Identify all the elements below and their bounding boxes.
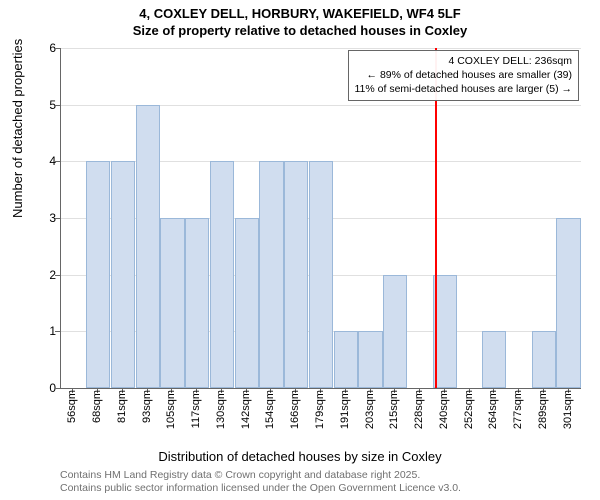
chart-title-line2: Size of property relative to detached ho… — [0, 23, 600, 38]
histogram-bar — [235, 218, 259, 388]
histogram-bar — [532, 331, 556, 388]
histogram-bar — [86, 161, 110, 388]
histogram-bar — [210, 161, 234, 388]
x-tick-label: 166sqm — [289, 390, 301, 429]
x-tick-label: 105sqm — [165, 390, 177, 429]
chart-title-line1: 4, COXLEY DELL, HORBURY, WAKEFIELD, WF4 … — [0, 0, 600, 23]
x-tick-label: 277sqm — [512, 390, 524, 429]
histogram-bar — [334, 331, 358, 388]
histogram-bar — [482, 331, 506, 388]
x-ticks: 56sqm 68sqm 81sqm 93sqm 105sqm 117sqm 130sqm 14… — [60, 388, 580, 448]
x-axis-label: Distribution of detached houses by size … — [0, 449, 600, 464]
y-tick-mark — [55, 105, 60, 106]
y-tick-mark — [55, 388, 60, 389]
x-tick-label: 93sqm — [141, 390, 153, 423]
grid-line — [61, 48, 581, 49]
x-tick-label: 203sqm — [364, 390, 376, 429]
x-tick-label: 142sqm — [240, 390, 252, 429]
x-tick-label: 179sqm — [314, 390, 326, 429]
x-tick-label: 289sqm — [537, 390, 549, 429]
x-tick-label: 252sqm — [463, 390, 475, 429]
histogram-bar — [111, 161, 135, 388]
x-tick-label: 228sqm — [413, 390, 425, 429]
x-tick-label: 68sqm — [91, 390, 103, 423]
footer-line1: Contains HM Land Registry data © Crown c… — [60, 469, 461, 483]
y-tick-mark — [55, 275, 60, 276]
footer-line2: Contains public sector information licen… — [60, 482, 461, 496]
info-line2: ← 89% of detached houses are smaller (39… — [355, 68, 573, 82]
info-line3: 11% of semi-detached houses are larger (… — [355, 82, 573, 96]
histogram-bar — [185, 218, 209, 388]
info-line1: 4 COXLEY DELL: 236sqm — [355, 54, 573, 68]
histogram-bar — [259, 161, 283, 388]
x-tick-label: 191sqm — [339, 390, 351, 429]
x-tick-label: 301sqm — [562, 390, 574, 429]
histogram-bar — [136, 105, 160, 388]
y-tick-mark — [55, 48, 60, 49]
y-tick-mark — [55, 161, 60, 162]
histogram-bar — [556, 218, 580, 388]
histogram-bar — [358, 331, 382, 388]
x-tick-label: 81sqm — [116, 390, 128, 423]
x-tick-label: 215sqm — [388, 390, 400, 429]
y-tick-mark — [55, 218, 60, 219]
x-tick-label: 154sqm — [264, 390, 276, 429]
x-tick-label: 264sqm — [487, 390, 499, 429]
x-tick-label: 130sqm — [215, 390, 227, 429]
footer-text: Contains HM Land Registry data © Crown c… — [60, 469, 461, 496]
histogram-bar — [160, 218, 184, 388]
y-ticks: 0123456 — [0, 48, 60, 388]
histogram-bar — [284, 161, 308, 388]
info-box: 4 COXLEY DELL: 236sqm ← 89% of detached … — [348, 50, 580, 101]
plot-area: 4 COXLEY DELL: 236sqm ← 89% of detached … — [60, 48, 581, 389]
y-tick-mark — [55, 331, 60, 332]
x-tick-label: 117sqm — [190, 390, 202, 428]
histogram-bar — [309, 161, 333, 388]
histogram-bar — [383, 275, 407, 388]
x-tick-label: 240sqm — [438, 390, 450, 429]
x-tick-label: 56sqm — [66, 390, 78, 423]
